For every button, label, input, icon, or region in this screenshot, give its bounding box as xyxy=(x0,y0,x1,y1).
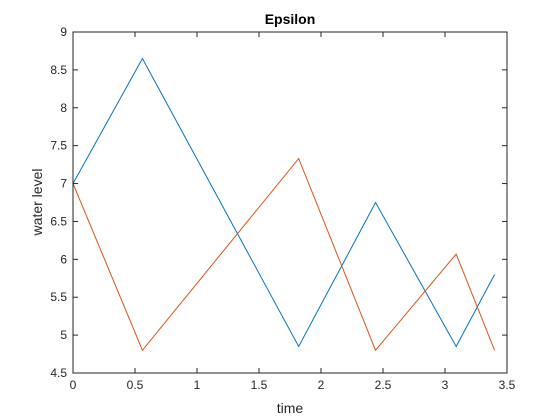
axes-layer: 0 0.5 1 1.5 2 2.5 3 3.5 4.5 5 5.5 6 6.5 7 7.5 8 8.5 9 xyxy=(50,25,515,392)
x-tick-label: 0.5 xyxy=(127,378,144,392)
y-tick-label: 5.5 xyxy=(50,290,67,304)
y-tick-label: 5 xyxy=(60,328,67,342)
series-line-2 xyxy=(72,157,496,352)
x-tick-label: 3.5 xyxy=(499,378,516,392)
y-tick-label: 9 xyxy=(60,25,67,39)
plot-area xyxy=(73,32,507,373)
x-tick-label: 1.5 xyxy=(251,378,268,392)
x-tick-label: 3 xyxy=(442,378,449,392)
x-tick-label: 0 xyxy=(70,378,77,392)
x-axis-title: time xyxy=(277,400,304,416)
y-tick-label: 7.5 xyxy=(50,139,67,153)
y-tick-label: 7 xyxy=(60,177,67,191)
series-line-1 xyxy=(72,57,496,348)
chart-title: Epsilon xyxy=(265,11,316,27)
series-layer xyxy=(72,57,496,352)
y-tick-label: 6.5 xyxy=(50,214,67,228)
y-tick-label: 4.5 xyxy=(50,366,67,380)
x-tick-label: 2.5 xyxy=(375,378,392,392)
axes-box xyxy=(72,31,508,374)
x-tick-label: 1 xyxy=(194,378,201,392)
y-tick-label: 8.5 xyxy=(50,63,67,77)
y-axis-title: water level xyxy=(29,169,45,237)
x-tick-label: 2 xyxy=(318,378,325,392)
y-tick-label: 6 xyxy=(60,252,67,266)
y-tick-label: 8 xyxy=(60,101,67,115)
